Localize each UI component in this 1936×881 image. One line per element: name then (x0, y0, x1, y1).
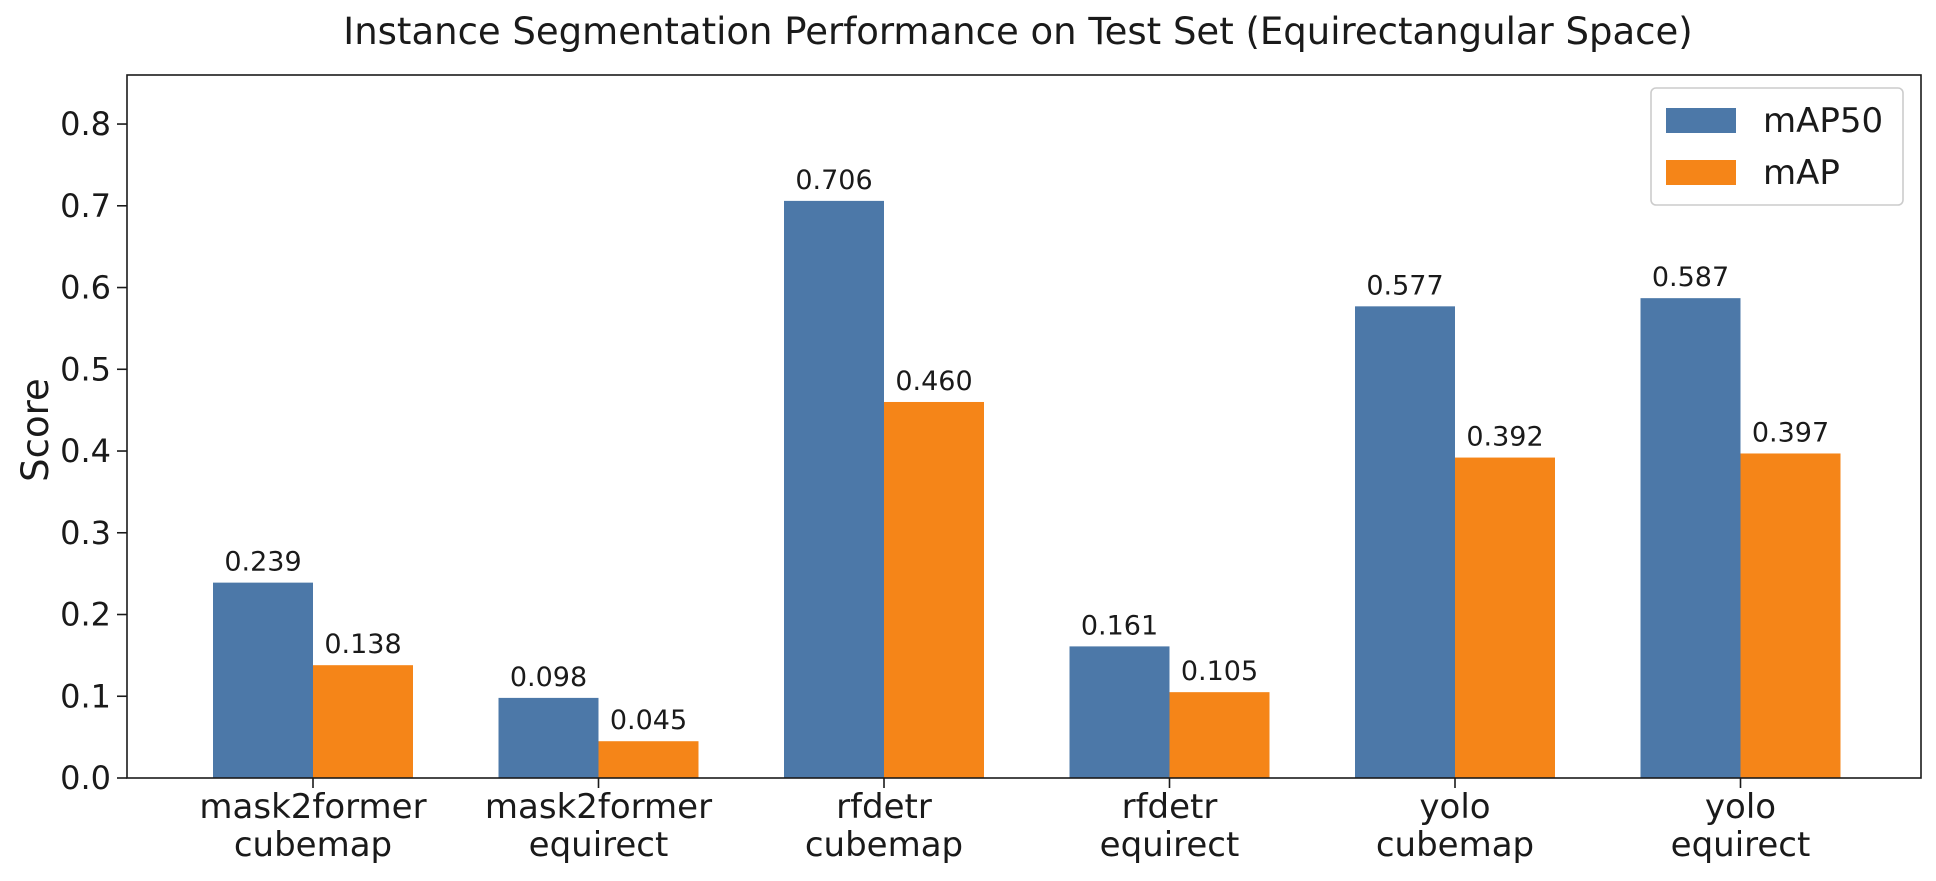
x-tick-label: cubemap (234, 825, 392, 865)
data-label: 0.392 (1466, 422, 1543, 453)
y-tick-label: 0.5 (60, 350, 111, 388)
x-tick-label: equirect (1100, 825, 1240, 865)
legend: mAP50 mAP (1650, 87, 1904, 206)
data-label: 0.098 (510, 662, 587, 693)
y-tick-label: 0.8 (60, 105, 111, 143)
plot-area: 0.00.10.20.30.40.50.60.70.8mask2formercu… (60, 105, 1841, 865)
bar-map50 (1069, 646, 1170, 778)
y-tick-label: 0.2 (60, 596, 111, 634)
bar-map (1740, 453, 1841, 778)
y-tick-label: 0.4 (60, 432, 111, 470)
legend-swatch-map (1666, 160, 1736, 185)
x-tick-label: mask2former (199, 787, 426, 827)
y-tick-label: 0.0 (60, 759, 111, 797)
data-label: 0.577 (1366, 270, 1443, 301)
plot-frame (126, 74, 1922, 779)
y-tick-label: 0.7 (60, 187, 111, 225)
y-axis-label: Score (14, 378, 57, 482)
bar-map (598, 741, 699, 778)
data-label: 0.239 (224, 547, 301, 578)
x-tick-label: cubemap (805, 825, 963, 865)
bar-map50 (213, 582, 313, 778)
y-tick-label: 0.6 (60, 269, 111, 307)
bar-map (1455, 457, 1555, 778)
data-label: 0.045 (610, 705, 687, 736)
data-label: 0.397 (1752, 417, 1829, 448)
x-tick-label: yolo (1705, 787, 1776, 827)
bar-map (1169, 692, 1270, 778)
legend-swatch-map50 (1666, 108, 1736, 133)
x-tick-label: rfdetr (836, 787, 932, 827)
x-tick-label: rfdetr (1122, 787, 1218, 827)
x-tick-label: mask2former (485, 787, 712, 827)
legend-label-map: mAP (1763, 153, 1840, 193)
bar-map50 (498, 697, 599, 778)
x-tick-label: cubemap (1376, 825, 1534, 865)
x-tick-label: equirect (1671, 825, 1811, 865)
data-label: 0.105 (1181, 656, 1258, 687)
bar-map50 (1640, 298, 1741, 778)
x-tick-label: yolo (1419, 787, 1490, 827)
chart-title: Instance Segmentation Performance on Tes… (343, 10, 1692, 53)
y-tick-label: 0.3 (60, 514, 111, 552)
data-label: 0.138 (324, 629, 401, 660)
data-label: 0.706 (795, 165, 872, 196)
data-label: 0.587 (1652, 262, 1729, 293)
bar-map (313, 665, 413, 778)
bar-map50 (1355, 306, 1455, 778)
data-label: 0.460 (895, 366, 972, 397)
y-tick-label: 0.1 (60, 677, 111, 715)
bar-map (884, 401, 984, 778)
data-label: 0.161 (1081, 610, 1158, 641)
legend-label-map50: mAP50 (1763, 101, 1883, 141)
x-tick-label: equirect (529, 825, 669, 865)
bar-map50 (784, 200, 884, 778)
